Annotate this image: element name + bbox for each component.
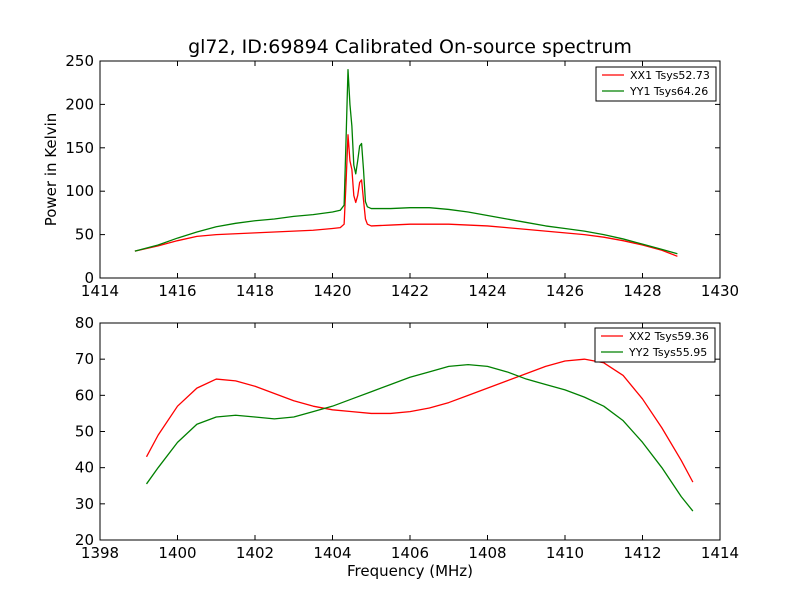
y-tick-label: 50	[75, 423, 94, 441]
x-tick-label: 1410	[546, 544, 584, 562]
x-tick-label: 1428	[623, 282, 661, 300]
series-line-1	[134, 134, 678, 257]
x-tick-label: 1414	[701, 544, 739, 562]
legend-entry-1: XX2 Tsys59.36	[629, 330, 709, 343]
x-tick-label: 1414	[81, 282, 119, 300]
y-axis-label: Power in Kelvin	[42, 113, 60, 227]
x-tick-label: 1406	[391, 544, 429, 562]
legend-box	[594, 327, 716, 363]
subplot-1: 1414 1416 1418 1420 1422 1424 1426 1428 1430 0 50 1…	[42, 52, 739, 300]
x-tick-label: 1420	[313, 282, 351, 300]
legend-entry-2: YY1 Tsys64.26	[629, 85, 708, 98]
series-line-1	[145, 358, 694, 483]
legend-entry-1: XX1 Tsys52.73	[630, 69, 710, 82]
legend: XX1 Tsys52.73 YY1 Tsys64.26	[595, 66, 717, 102]
y-tick-label: 30	[75, 495, 94, 513]
y-tick-label: 80	[75, 314, 94, 332]
legend-box	[595, 66, 717, 102]
x-tick-label: 1404	[313, 544, 351, 562]
x-tick-label: 1424	[468, 282, 506, 300]
y-tick-label: 50	[75, 226, 94, 244]
figure-title: gl72, ID:69894 Calibrated On-source spec…	[188, 36, 632, 58]
subplot-2: 1398 1400 1402 1404 1406 1408 1410 1412 1414 20 30…	[75, 314, 739, 580]
legend: XX2 Tsys59.36 YY2 Tsys55.95	[594, 327, 716, 363]
y-tick-label: 70	[75, 350, 94, 368]
x-tick-label: 1412	[623, 544, 661, 562]
y-tick-label: 200	[65, 95, 94, 113]
legend-entry-2: YY2 Tsys55.95	[628, 346, 707, 359]
x-tick-label: 1418	[236, 282, 274, 300]
x-tick-label: 1430	[701, 282, 739, 300]
x-tick-label: 1400	[158, 544, 196, 562]
y-tick-label: 60	[75, 386, 94, 404]
x-axis-label: Frequency (MHz)	[347, 562, 473, 580]
x-tick-label: 1402	[236, 544, 274, 562]
y-tick-label: 20	[75, 531, 94, 549]
y-tick-label: 40	[75, 459, 94, 477]
y-tick-label: 100	[65, 182, 94, 200]
series-line-2	[145, 363, 694, 512]
y-tick-label: 0	[84, 269, 94, 287]
series-line-2	[134, 69, 678, 255]
x-tick-label: 1426	[546, 282, 584, 300]
y-tick-label: 250	[65, 52, 94, 70]
x-tick-label: 1398	[81, 544, 119, 562]
y-tick-label: 150	[65, 139, 94, 157]
x-tick-label: 1416	[158, 282, 196, 300]
x-tick-label: 1422	[391, 282, 429, 300]
x-tick-label: 1408	[468, 544, 506, 562]
